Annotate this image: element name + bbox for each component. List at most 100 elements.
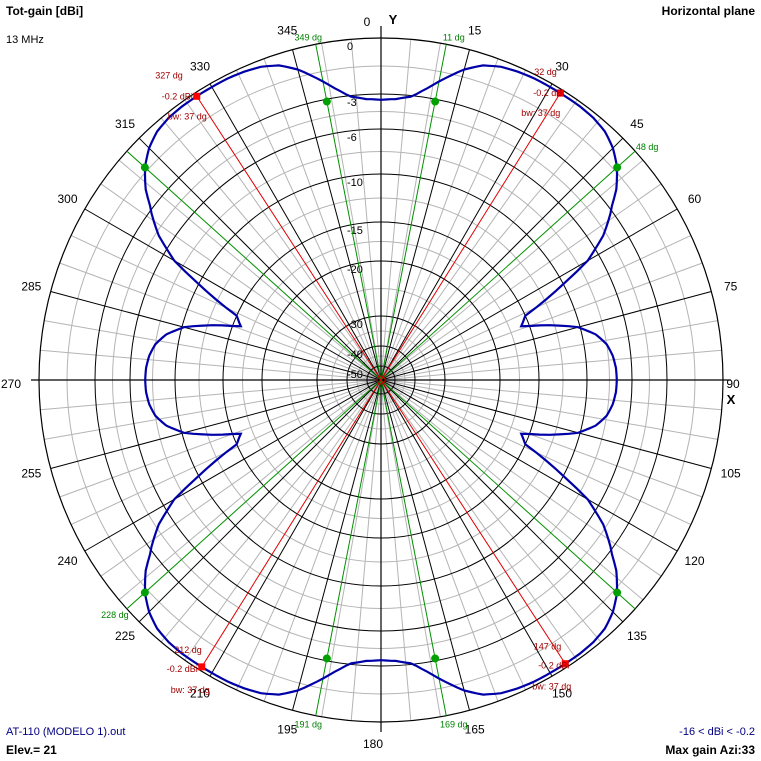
grid-radial-minor: [184, 379, 382, 661]
main-lobe-angle-label: 212 dg: [174, 645, 202, 655]
grid-radial-major: [292, 49, 382, 381]
main-lobe-line: [201, 379, 382, 667]
grid-radial-minor: [380, 99, 578, 381]
grid-radial-minor: [44, 379, 382, 440]
main-lobe-bw-label: bw: 37 dg: [521, 108, 560, 118]
grid-radial-major: [380, 379, 624, 623]
angle-label: 120: [684, 554, 704, 568]
angle-label: 60: [688, 192, 702, 206]
angle-label: 30: [555, 59, 569, 73]
half-power-dot: [140, 163, 149, 172]
half-power-line: [380, 379, 636, 610]
half-power-label: 169 dg: [440, 720, 468, 730]
main-lobe-bw-label: bw: 37 dg: [532, 682, 571, 692]
half-power-label: 349 dg: [294, 32, 322, 42]
angle-label: 195: [277, 723, 297, 737]
ring-label: -15: [347, 225, 363, 237]
grid-radial-minor: [184, 99, 382, 381]
half-power-line: [126, 379, 382, 610]
main-lobe-angle-label: 327 dg: [155, 70, 183, 80]
angle-label: 345: [277, 23, 297, 37]
angle-label: 300: [57, 192, 77, 206]
grid-radial-minor: [236, 379, 382, 691]
grid-radial-minor: [380, 183, 662, 381]
grid-radial-major: [209, 379, 382, 677]
half-power-dot: [140, 588, 149, 597]
grid-radial-minor: [380, 349, 722, 381]
grid-radial-major: [138, 137, 382, 381]
angle-label: 90: [726, 377, 740, 391]
grid-radial-major: [380, 379, 553, 677]
grid-radial-minor: [59, 262, 382, 381]
ring-label: -50: [347, 369, 363, 381]
main-lobe-bw-label: bw: 37 dg: [171, 685, 210, 695]
grid-radial-minor: [263, 58, 382, 381]
grid-radial-minor: [118, 159, 382, 381]
half-power-dot: [431, 97, 440, 106]
grid-radial-minor: [160, 117, 382, 381]
grid-radial-minor: [380, 379, 602, 643]
grid-radial-major: [380, 379, 470, 711]
angle-label: 165: [465, 723, 485, 737]
angle-label: 240: [57, 554, 77, 568]
main-lobe-gain-label: -0.2 dBi: [162, 91, 193, 101]
max-gain-label: Max gain Azi:33: [665, 743, 755, 757]
grid-radial-minor: [380, 43, 441, 381]
main-lobe-line: [380, 93, 561, 381]
main-lobe-angle-label: 147 dg: [534, 642, 562, 652]
angle-label: 315: [115, 117, 135, 131]
ring-label: -3: [347, 97, 357, 109]
filename-label: AT-110 (MODELO 1).out: [6, 726, 126, 738]
grid-radial-major: [380, 379, 678, 552]
grid-radial-minor: [321, 43, 382, 381]
angle-label: 0: [364, 15, 371, 29]
grid-radial-minor: [160, 379, 382, 643]
grid-radial-major: [84, 379, 382, 552]
grid-radial-minor: [118, 379, 382, 601]
angle-label: 75: [724, 279, 738, 293]
grid-radial-major: [380, 49, 470, 381]
grid-radial-major: [292, 379, 382, 711]
grid-radial-major: [380, 83, 553, 381]
grid-radial-minor: [44, 320, 382, 381]
grid-radial-minor: [380, 69, 526, 381]
grid-radial-minor: [380, 159, 644, 381]
frequency-label: 13 MHz: [6, 34, 44, 46]
main-lobe-marker: [561, 660, 569, 668]
main-lobe-line: [380, 379, 566, 664]
elevation-label: Elev.= 21: [6, 743, 57, 757]
angle-label: 45: [630, 117, 644, 131]
range-label: -16 < dBi < -0.2: [679, 726, 755, 738]
grid-radial-minor: [100, 183, 382, 381]
grid-radial-minor: [380, 379, 644, 601]
grid-radial-minor: [380, 379, 662, 577]
half-power-dot: [322, 654, 331, 663]
angle-label: 150: [552, 687, 572, 701]
y-axis-letter: Y: [389, 12, 398, 27]
grid-radial-minor: [380, 379, 412, 721]
grid-radial-minor: [350, 39, 382, 381]
main-lobe-marker: [556, 89, 564, 97]
main-lobe-gain-label: -0.2 dBi: [533, 88, 564, 98]
grid-radial-major: [50, 291, 382, 381]
main-lobe-angle-label: 32 dg: [534, 67, 557, 77]
ring-label: -6: [347, 132, 357, 144]
grid-radial-minor: [380, 379, 718, 440]
grid-radial-minor: [380, 262, 703, 381]
angle-label: 330: [190, 59, 210, 73]
grid-radial-major: [209, 83, 382, 381]
main-lobe-marker: [198, 663, 206, 671]
grid-radial-minor: [350, 379, 382, 721]
ring-label: -30: [347, 319, 363, 331]
half-power-line: [380, 150, 636, 381]
half-power-dot: [613, 588, 622, 597]
grid-radial-major: [380, 291, 712, 381]
grid-radial-minor: [380, 379, 703, 498]
chart-title: Tot-gain [dBi]: [6, 4, 84, 18]
angle-label: 270: [1, 377, 21, 391]
center-marker: [376, 375, 386, 385]
angle-label: 135: [627, 629, 647, 643]
grid-radial-major: [380, 379, 712, 469]
grid-radial-minor: [380, 379, 499, 702]
